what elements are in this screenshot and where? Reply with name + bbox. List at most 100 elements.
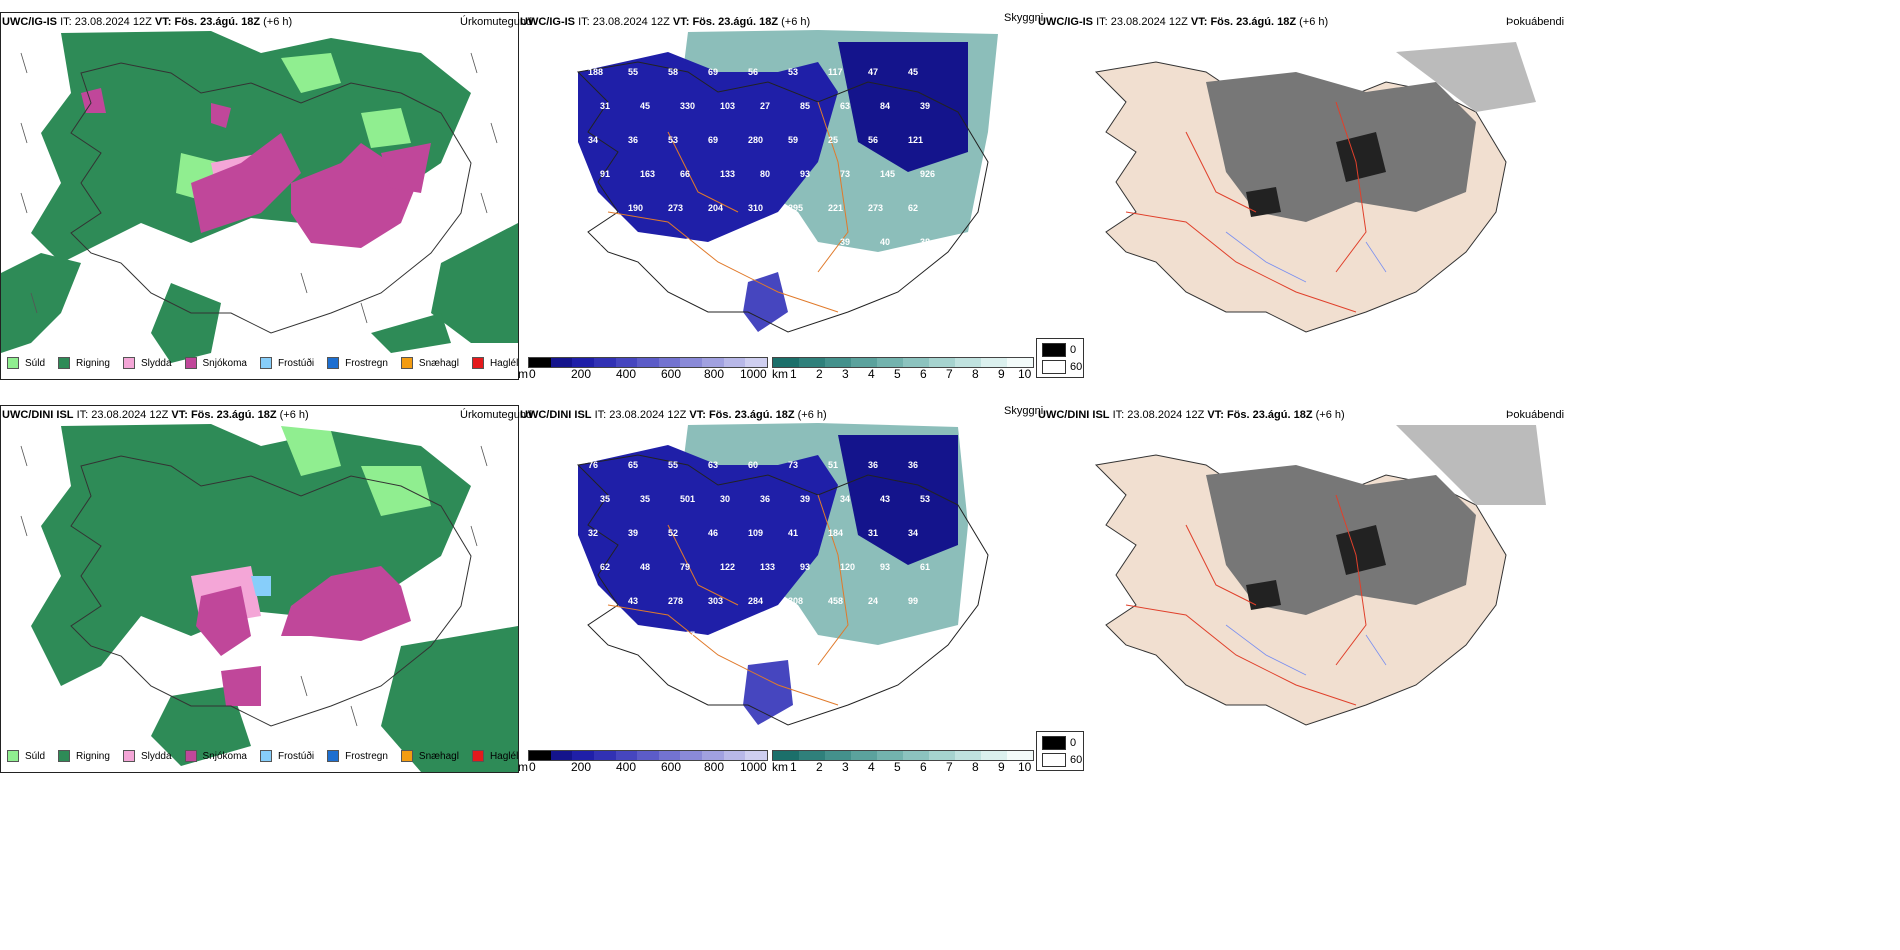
vt-value: Fös. 23.ágú. 18Z — [708, 409, 795, 421]
cloud-base-label: 61 — [920, 562, 931, 572]
cloud-base-label: 24 — [868, 596, 879, 606]
colorbar-tick: 3 — [842, 367, 849, 381]
legend-label: Haglél — [489, 357, 519, 369]
legend-label: Frostregn — [345, 750, 388, 762]
cloud-base-label: 35 — [640, 494, 651, 504]
it-label: IT: — [578, 16, 590, 28]
colorbar-tick: 10 — [1018, 367, 1032, 381]
legend-swatch — [259, 750, 272, 762]
colorbar-seg — [773, 751, 799, 760]
colorbar-tick: 9 — [998, 760, 1005, 774]
visibility-colorbar — [772, 750, 1034, 761]
it-label: IT: — [594, 409, 607, 421]
cloud-base-label: 69 — [708, 135, 719, 145]
it-value: 23.08.2024 12Z — [74, 16, 152, 28]
cloud-base-label: 284 — [748, 596, 764, 606]
cloud-base-label: 121 — [908, 135, 924, 145]
cloud-base-label: 79 — [600, 630, 611, 640]
legend-item: Rigning — [58, 750, 110, 762]
colorbar-seg — [745, 751, 768, 760]
colorbar-seg — [680, 751, 703, 760]
colorbar-tick: 7 — [946, 760, 953, 774]
legend-item: Frostregn — [327, 357, 388, 369]
cloud-base-label: 120 — [840, 562, 856, 572]
colorbar-tick: 8 — [972, 367, 979, 381]
colorbar-seg — [529, 358, 551, 367]
cloud-base-label: 80 — [760, 169, 771, 179]
cloud-base-label: 31 — [800, 237, 811, 247]
legend-label: Snæhagl — [418, 357, 459, 369]
legend-item: Súld — [7, 750, 45, 762]
colorbar-tick: 0 — [529, 760, 536, 774]
legend-swatch — [400, 357, 413, 369]
colorbar-seg — [658, 358, 681, 367]
colorbar-tick: 9 — [998, 367, 1005, 381]
cloud-base-label: 122 — [720, 562, 736, 572]
cloud-base-label: 190 — [628, 203, 644, 213]
visibility-colorbar — [772, 357, 1034, 368]
cloudbase-colorbar — [528, 357, 768, 368]
colorbar-tick: 800 — [704, 367, 725, 381]
cloud-base-label: 232 — [760, 630, 776, 640]
cloud-base-label: 310 — [748, 203, 764, 213]
colorbar-unit: m — [518, 760, 528, 774]
colorbar-tick: 400 — [616, 760, 637, 774]
cloud-base-label: 30 — [720, 494, 731, 504]
legend-swatch — [122, 357, 135, 369]
fog-legend-item — [1042, 343, 1066, 357]
vt-label: VT: — [171, 409, 188, 421]
colorbar-tick: 5 — [894, 760, 901, 774]
colorbar-tick: 5 — [894, 367, 901, 381]
cloud-base-label: 31 — [600, 101, 611, 111]
cloud-base-label: 84 — [880, 101, 891, 111]
colorbar-seg — [723, 358, 746, 367]
cloud-base-label: 55 — [668, 460, 679, 470]
colorbar-seg — [877, 751, 903, 760]
cloud-base-label: 303 — [708, 596, 724, 606]
cloud-base-label: 66 — [680, 169, 691, 179]
cloud-base-label: 25 — [828, 135, 839, 145]
legend-item: Slydda — [122, 357, 172, 369]
colorbar-seg — [593, 751, 616, 760]
colorbar-seg — [637, 358, 659, 367]
cloud-panel-bottom — [518, 405, 1035, 771]
colorbar-seg — [903, 751, 929, 760]
legend-swatch — [327, 357, 340, 369]
cloud-base-label: 46 — [708, 528, 719, 538]
colorbar-tick: 8 — [972, 760, 979, 774]
it-label: IT: — [76, 409, 89, 421]
cloud-base-label: 124 — [588, 596, 604, 606]
legend-swatch — [471, 750, 484, 762]
colorbar-tick: 400 — [616, 367, 637, 381]
legend-item: Frostregn — [327, 750, 388, 762]
precip-panel-bottom: Súld Rigning Slydda Snjókoma Frostúði Fr… — [0, 405, 519, 773]
colorbar-tick: 2 — [816, 367, 823, 381]
cloud-base-label: 65 — [628, 460, 639, 470]
colorbar-seg — [877, 358, 903, 367]
fog-legend-bottom: 0 60 — [1036, 731, 1084, 771]
colorbar-tick: 800 — [704, 760, 725, 774]
lead-time: (+6 h) — [263, 16, 293, 28]
cloud-base-label: 34 — [840, 494, 851, 504]
it-label: IT: — [60, 16, 72, 28]
precip-legend-bottom: Súld Rigning Slydda Snjókoma Frostúði Fr… — [7, 750, 518, 762]
colorbar-seg — [1007, 358, 1033, 367]
colorbar-tick: 2 — [816, 760, 823, 774]
legend-swatch — [259, 357, 272, 369]
cloud-base-label: 51 — [828, 460, 839, 470]
cloud-base-label: 99 — [908, 596, 919, 606]
cloud-base-label: 91 — [600, 169, 611, 179]
fog-legend-item — [1042, 753, 1066, 767]
colorbar-seg — [955, 751, 981, 760]
legend-label: Slydda — [140, 357, 172, 369]
fog-legend-label: 60 — [1070, 754, 1083, 766]
cloud-base-label: 58 — [668, 67, 679, 77]
colorbar-seg — [529, 751, 551, 760]
legend-label: Frostregn — [345, 357, 388, 369]
colorbar-unit: m — [518, 367, 528, 381]
cloud-base-label: 32 — [588, 528, 599, 538]
cloud-base-label: 69 — [708, 67, 719, 77]
cloud-base-label: 73 — [840, 169, 851, 179]
legend-label: Rigning — [76, 750, 110, 762]
cloud-base-label: 926 — [920, 169, 936, 179]
